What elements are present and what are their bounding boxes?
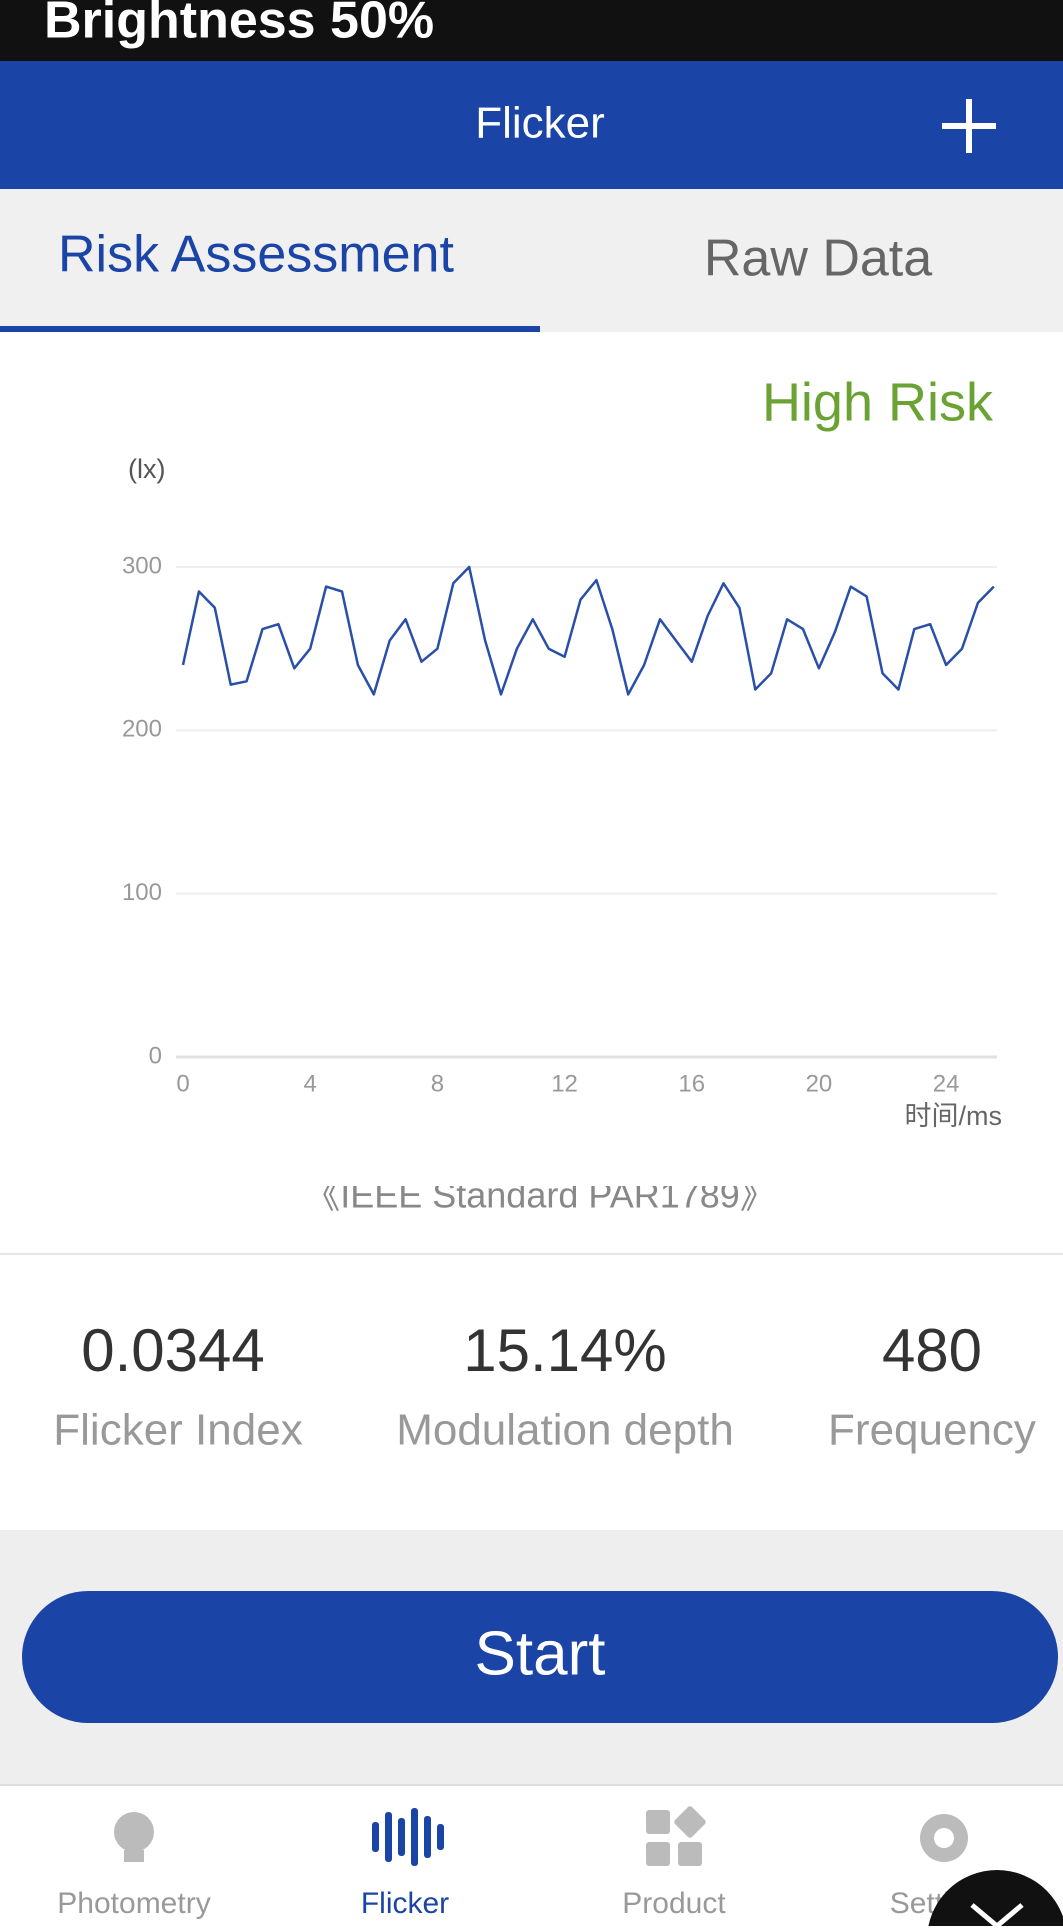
status-text: Brightness 50% bbox=[44, 0, 434, 50]
x-axis-label: 时间/ms bbox=[905, 1101, 1003, 1131]
x-tick-label: 16 bbox=[678, 1070, 705, 1097]
status-bar bbox=[0, 0, 1063, 61]
x-tick-label: 20 bbox=[806, 1070, 833, 1097]
content bbox=[0, 332, 1063, 1530]
tab-indicator bbox=[0, 326, 540, 332]
metric-value: 480 bbox=[882, 1317, 982, 1384]
start-label: Start bbox=[475, 1619, 606, 1688]
x-tick-label: 0 bbox=[176, 1070, 189, 1097]
y-tick-label: 300 bbox=[122, 552, 162, 579]
close-button[interactable] bbox=[927, 1870, 1063, 1931]
x-tick-label: 24 bbox=[933, 1070, 960, 1097]
y-tick-label: 0 bbox=[149, 1042, 162, 1069]
metric-value: 0.0344 bbox=[81, 1317, 265, 1384]
nav-bar bbox=[0, 1784, 1063, 1926]
tab[interactable]: Risk Assessment bbox=[58, 226, 454, 284]
metric-value: 15.14% bbox=[463, 1317, 667, 1384]
nav-label[interactable]: Product bbox=[622, 1887, 726, 1920]
risk-label: High Risk bbox=[762, 372, 994, 432]
close-icon bbox=[970, 1903, 1024, 1928]
metric-label: Frequency bbox=[828, 1406, 1036, 1455]
header-title: Flicker bbox=[475, 99, 605, 148]
data-line bbox=[181, 565, 995, 696]
settings-icon bbox=[920, 1814, 968, 1862]
x-tick-label: 4 bbox=[304, 1070, 317, 1097]
photometry-icon bbox=[114, 1812, 154, 1862]
tab-bar bbox=[0, 189, 1063, 332]
product-icon bbox=[646, 1806, 706, 1866]
metric-label: Flicker Index bbox=[53, 1406, 302, 1455]
flicker-icon bbox=[372, 1808, 444, 1866]
tab[interactable]: Raw Data bbox=[704, 230, 932, 288]
start-button[interactable] bbox=[22, 1591, 1058, 1723]
header bbox=[0, 61, 1063, 189]
x-tick-label: 8 bbox=[431, 1070, 444, 1097]
metric-label: Modulation depth bbox=[396, 1406, 734, 1455]
y-axis-label: (lx) bbox=[128, 454, 165, 484]
x-tick-label: 12 bbox=[551, 1070, 578, 1097]
y-tick-label: 200 bbox=[122, 716, 162, 743]
y-tick-label: 100 bbox=[122, 879, 162, 906]
nav-label[interactable]: Photometry bbox=[57, 1887, 210, 1920]
standard-note: 《IEEE Standard PAR1789》 bbox=[304, 1175, 776, 1216]
nav-label[interactable]: Flicker bbox=[361, 1887, 449, 1920]
add-button[interactable] bbox=[942, 99, 996, 153]
